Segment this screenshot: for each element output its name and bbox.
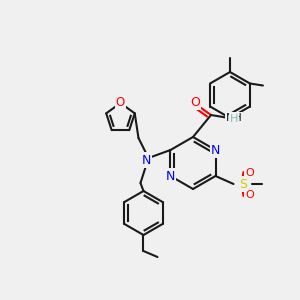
Text: N: N: [211, 143, 220, 157]
Text: O: O: [116, 97, 125, 110]
Text: S: S: [239, 178, 247, 190]
Text: N: N: [166, 169, 175, 182]
Text: O: O: [190, 95, 200, 109]
Text: NH: NH: [226, 113, 242, 123]
Text: O: O: [245, 190, 254, 200]
Text: N: N: [142, 154, 151, 166]
Text: O: O: [245, 168, 254, 178]
Text: H: H: [230, 114, 238, 124]
